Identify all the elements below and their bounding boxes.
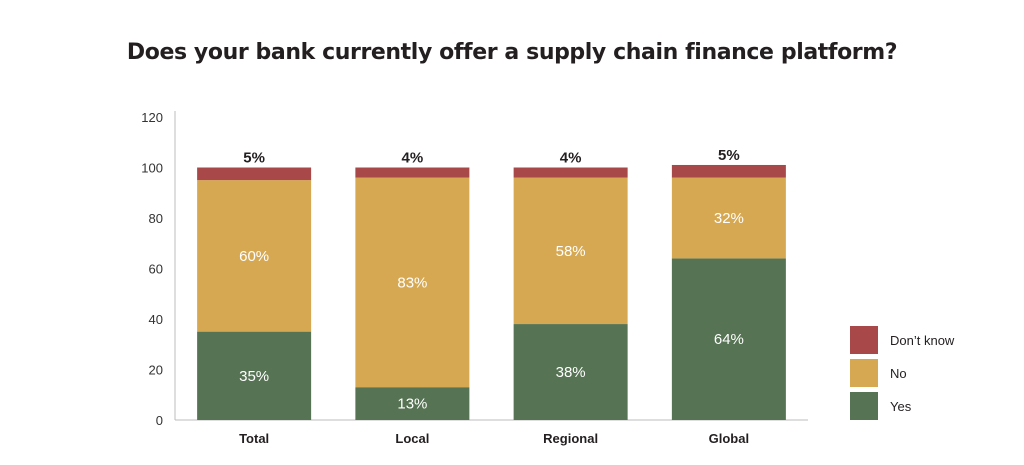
legend-swatch (850, 326, 878, 354)
data-label: 64% (714, 331, 744, 348)
y-tick-label: 120 (141, 110, 163, 125)
x-tick-label: Local (395, 431, 429, 446)
legend-swatch (850, 392, 878, 420)
y-tick-label: 100 (141, 161, 163, 176)
y-tick-label: 20 (149, 363, 163, 378)
legend-label: Don’t know (890, 333, 955, 348)
data-label: 13% (397, 396, 427, 413)
bar-segment-yes (513, 324, 628, 420)
x-tick-label: Regional (543, 431, 598, 446)
bar-segment-yes (671, 258, 786, 420)
data-label: 32% (714, 210, 744, 227)
bar-segment-don-t-know (671, 164, 786, 178)
bar-segment-no (355, 177, 470, 388)
data-label: 4% (560, 150, 582, 167)
data-label: 35% (239, 368, 269, 385)
x-tick-label: Global (709, 431, 749, 446)
data-label: 60% (239, 248, 269, 265)
y-tick-label: 80 (149, 211, 163, 226)
y-tick-label: 40 (149, 312, 163, 327)
data-label: 38% (556, 364, 586, 381)
data-label: 83% (397, 274, 427, 291)
data-label: 4% (402, 150, 424, 167)
bar-segment-no (513, 177, 628, 325)
data-label: 5% (718, 147, 740, 164)
bar-segment-don-t-know (197, 167, 312, 181)
legend-label: Yes (890, 399, 912, 414)
data-label: 5% (243, 150, 265, 167)
bar-segment-don-t-know (355, 167, 470, 178)
legend-swatch (850, 359, 878, 387)
bar-segment-yes (197, 331, 312, 420)
data-label: 58% (556, 243, 586, 260)
y-tick-label: 60 (149, 262, 163, 277)
x-tick-label: Total (239, 431, 269, 446)
legend-label: No (890, 366, 907, 381)
bar-segment-don-t-know (513, 167, 628, 178)
bar-segment-no (197, 180, 312, 332)
bar-segment-yes (355, 387, 470, 420)
chart-title: Does your bank currently offer a supply … (126, 40, 898, 65)
y-tick-label: 0 (156, 413, 163, 428)
bar-segment-no (671, 177, 786, 259)
